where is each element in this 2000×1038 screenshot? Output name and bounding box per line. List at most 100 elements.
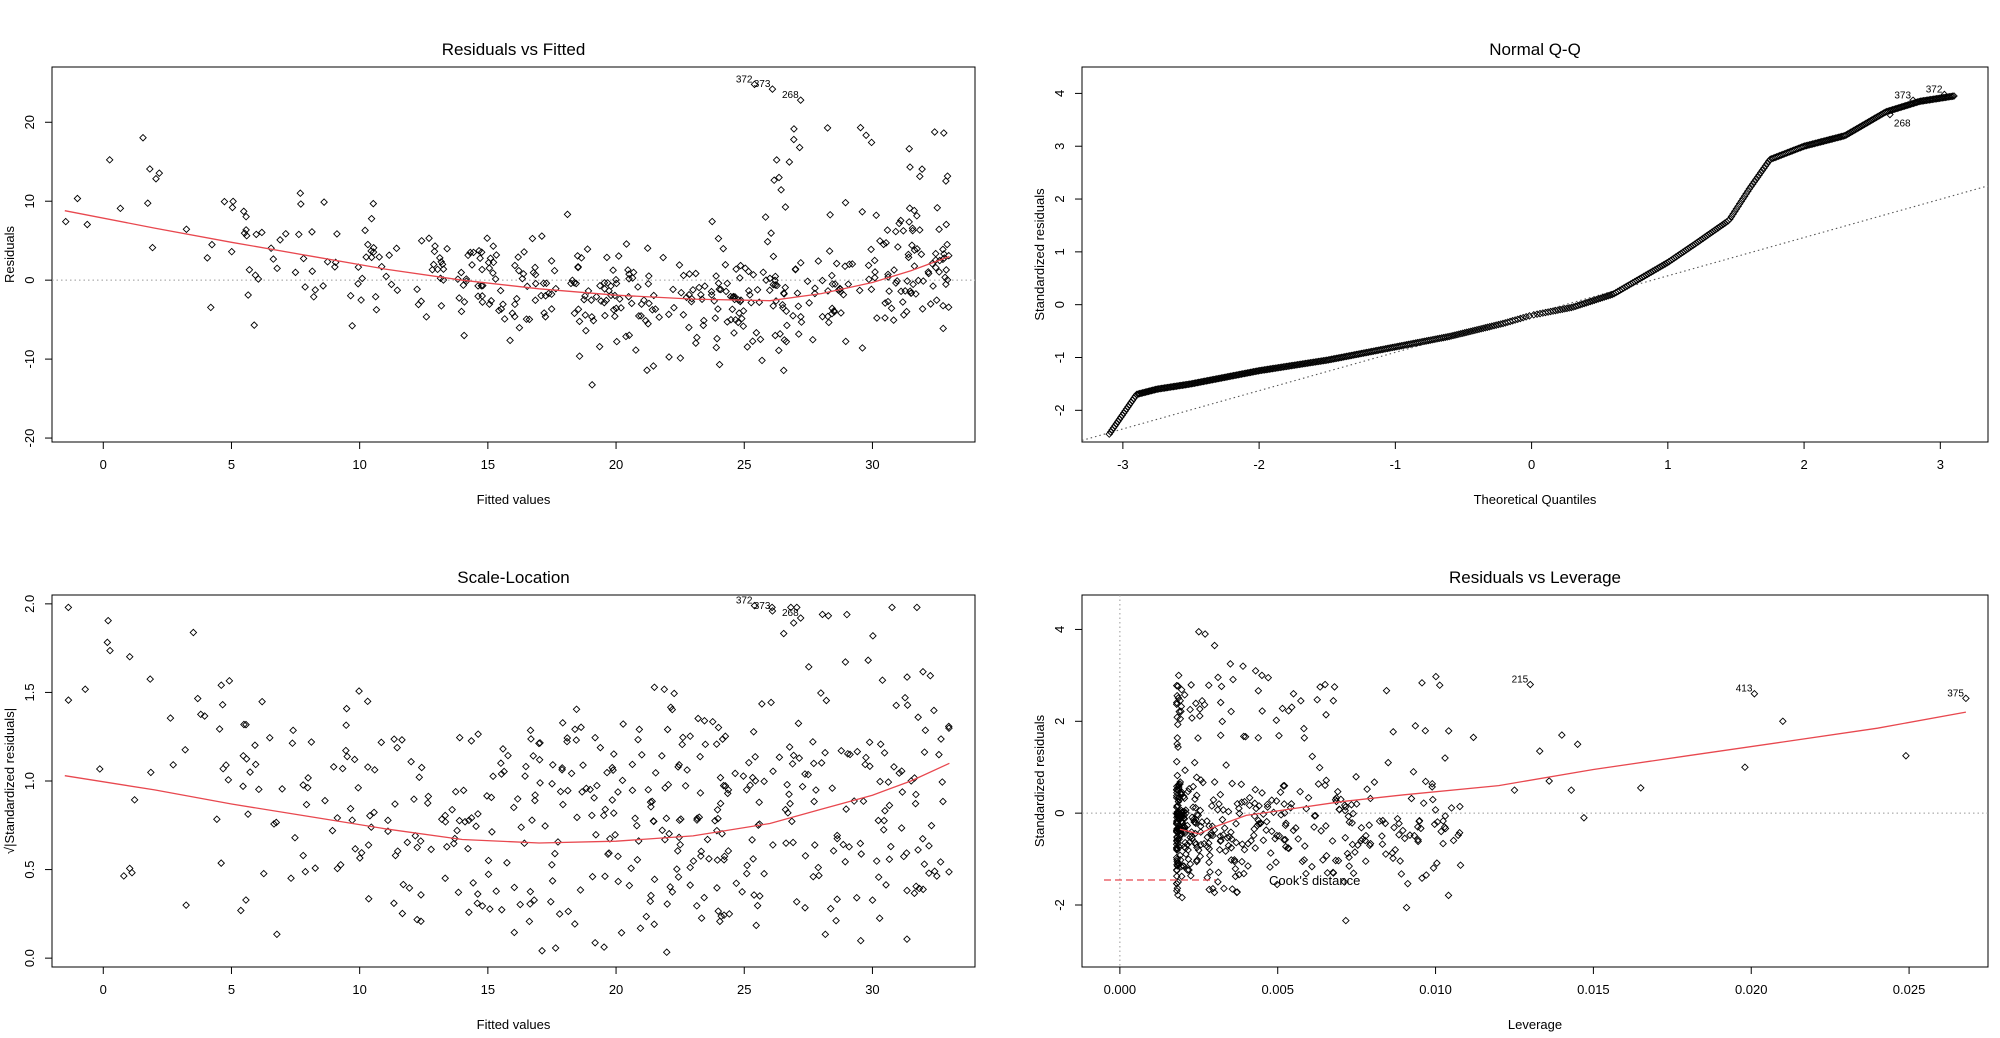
data-point (251, 271, 260, 279)
data-point (1418, 679, 1426, 687)
data-point (1224, 807, 1233, 816)
data-point (308, 228, 316, 236)
y-tick-label: 0.0 (22, 949, 37, 967)
data-point (1254, 820, 1263, 828)
data-point (387, 280, 396, 289)
data-point (1210, 778, 1219, 786)
y-tick-label: 2 (1052, 718, 1067, 725)
data-point (516, 900, 525, 909)
data-point (755, 820, 764, 828)
data-point (363, 697, 372, 706)
data-point (1275, 731, 1283, 740)
data-point (1122, 405, 1131, 413)
data-point (826, 210, 834, 219)
data-point (276, 236, 284, 244)
data-point (714, 814, 722, 823)
data-point (767, 698, 775, 707)
data-point (1638, 273, 1646, 282)
data-point (1173, 858, 1182, 867)
data-point (781, 283, 790, 292)
y-tick-label: 4 (1052, 90, 1067, 97)
data-point (1210, 641, 1219, 650)
data-point (1240, 845, 1249, 854)
data-point (724, 786, 733, 794)
data-point (609, 750, 618, 758)
data-point (739, 307, 748, 315)
data-point (366, 811, 374, 820)
data-point (540, 309, 548, 317)
data-point (739, 322, 748, 331)
data-point (1602, 292, 1611, 301)
data-point (581, 292, 589, 300)
data-point (609, 809, 618, 817)
data-point (614, 852, 622, 861)
data-point (612, 279, 621, 288)
data-point (1947, 92, 1955, 101)
data-point (1836, 133, 1845, 141)
data-point (914, 713, 922, 722)
data-point (1598, 293, 1607, 302)
data-point (571, 725, 579, 734)
data-point (1411, 721, 1420, 730)
data-point (884, 297, 892, 306)
data-point (646, 798, 655, 806)
data-point (937, 735, 945, 743)
data-point (364, 894, 373, 903)
y-tick-label: 0.5 (22, 861, 37, 879)
data-point (1227, 835, 1236, 843)
data-point (1232, 838, 1241, 847)
data-point (909, 280, 917, 289)
data-point (1174, 808, 1183, 816)
data-point (617, 303, 625, 312)
data-point (570, 920, 579, 928)
data-point (591, 733, 599, 742)
data-point (1322, 822, 1330, 830)
data-point (776, 330, 784, 338)
data-point (882, 881, 890, 889)
data-point (939, 324, 948, 333)
data-point (265, 733, 274, 742)
data-point (1176, 851, 1184, 860)
data-point (1275, 831, 1284, 840)
data-point (1317, 827, 1325, 835)
data-point (541, 822, 549, 830)
outlier-label: 372 (736, 74, 753, 85)
data-point (1193, 856, 1201, 865)
data-point (1280, 835, 1288, 844)
data-point (182, 225, 191, 234)
data-layer (64, 601, 953, 957)
data-point (438, 260, 447, 269)
data-point (1279, 782, 1288, 790)
data-point (491, 275, 500, 283)
data-point (821, 930, 830, 939)
data-point (1245, 793, 1254, 802)
data-point (497, 770, 506, 778)
data-point (228, 203, 237, 212)
y-tick-label: -2 (1052, 405, 1067, 417)
data-point (1431, 806, 1440, 814)
data-point (1352, 800, 1361, 808)
data-point (804, 770, 813, 779)
data-point (1400, 834, 1409, 843)
data-point (526, 900, 534, 908)
data-point (824, 318, 833, 327)
data-point (713, 826, 721, 835)
data-point (906, 287, 915, 295)
data-point (628, 760, 637, 769)
data-point (1417, 824, 1425, 833)
data-point (1172, 700, 1181, 709)
data-point (876, 237, 884, 245)
data-point (239, 782, 247, 791)
data-point (697, 852, 705, 860)
data-point (914, 846, 922, 854)
data-point (712, 343, 721, 352)
data-point (1205, 844, 1214, 853)
data-point (943, 240, 951, 249)
data-point (1226, 660, 1235, 668)
data-point (1178, 862, 1187, 870)
x-tick-label: 20 (609, 982, 623, 997)
data-point (711, 314, 720, 322)
data-point (782, 839, 790, 848)
data-point (1204, 681, 1213, 690)
data-point (1187, 681, 1196, 689)
